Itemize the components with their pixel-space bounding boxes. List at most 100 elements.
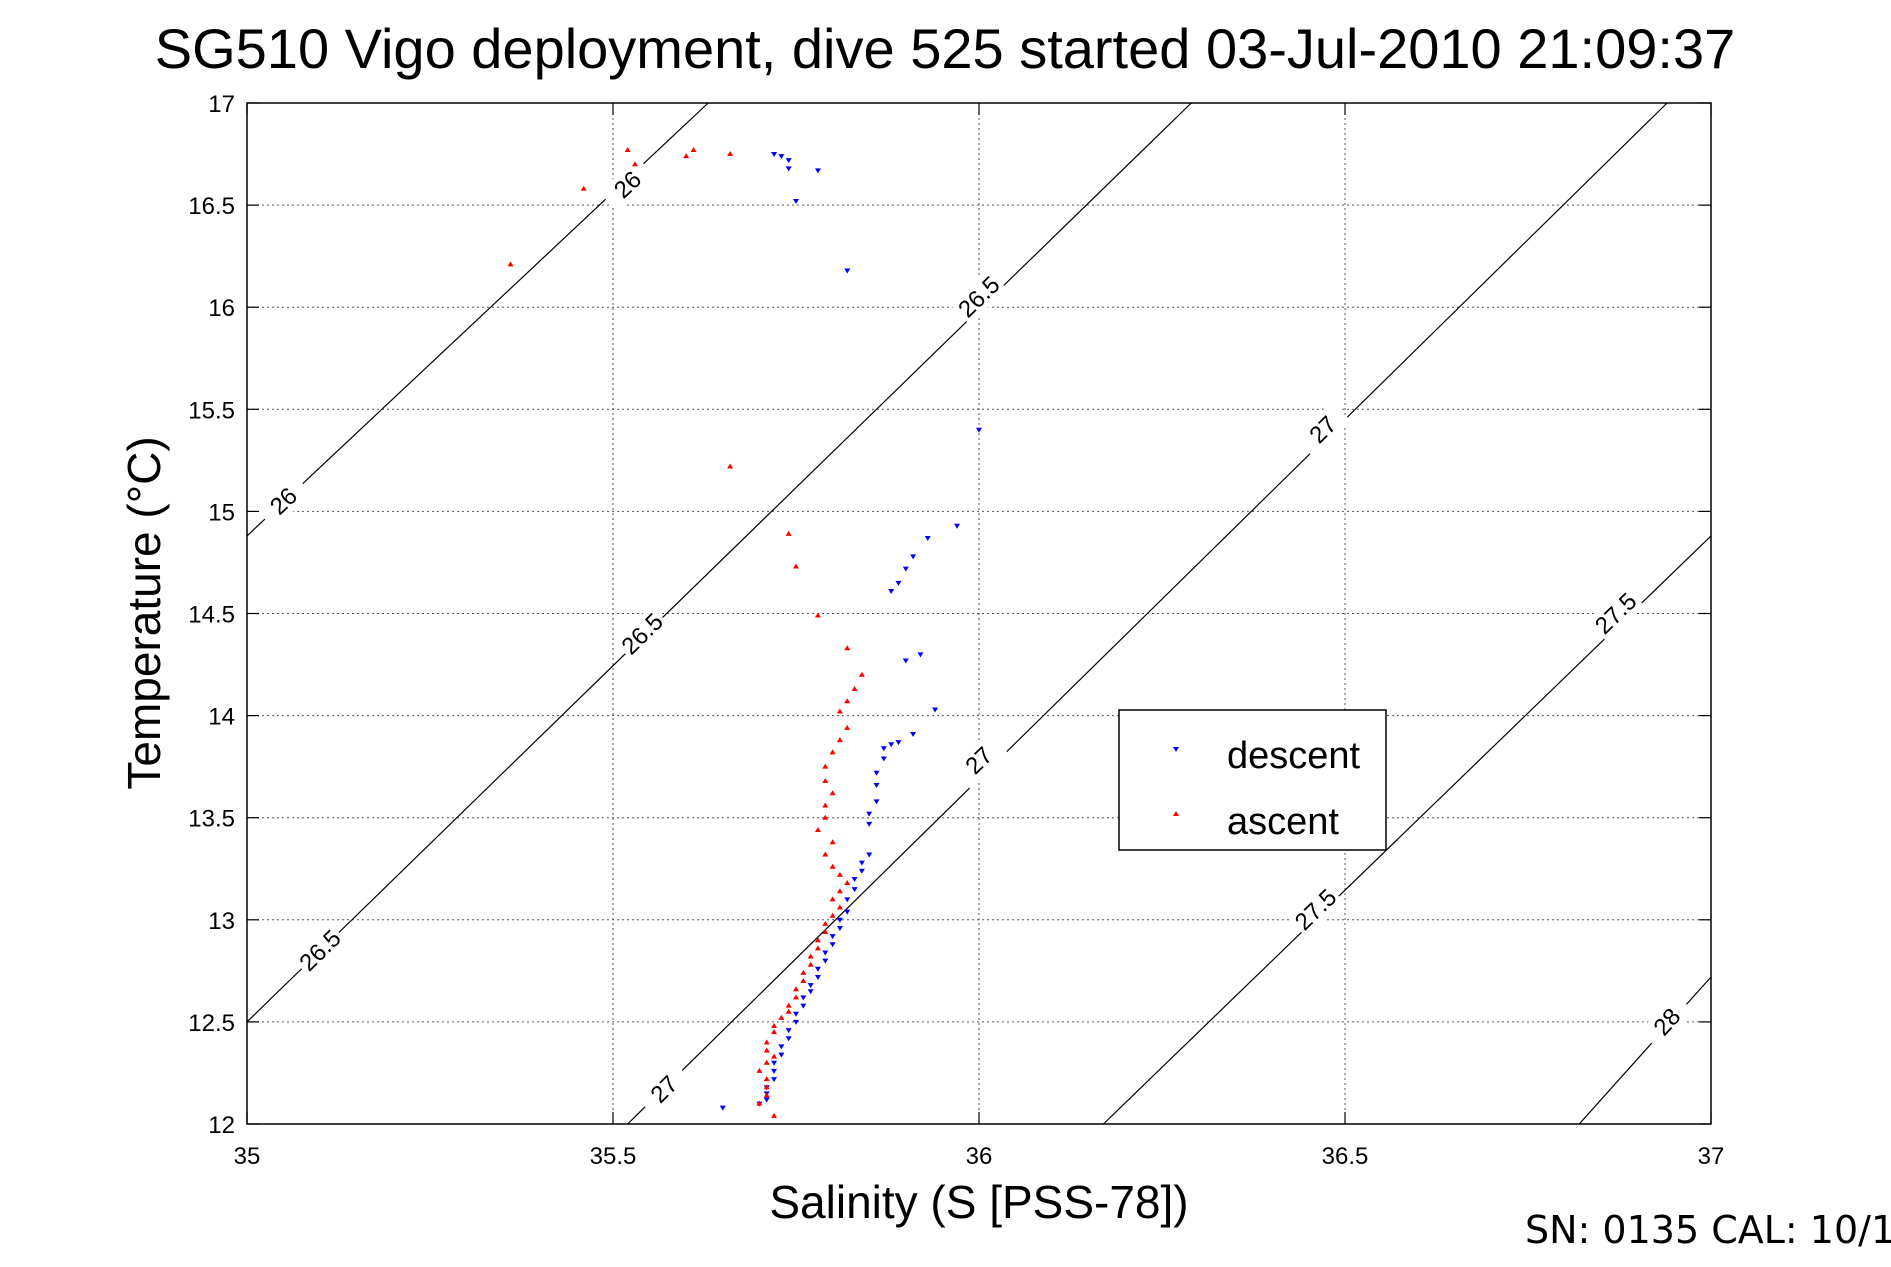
ascent-point	[793, 994, 799, 1000]
descent-point	[858, 860, 865, 866]
descent-point	[778, 154, 785, 160]
descent-point	[844, 268, 851, 274]
ascent-point	[763, 1047, 770, 1053]
legend-descent-marker	[1173, 747, 1179, 752]
descent-point	[873, 799, 880, 805]
ascent-point	[836, 871, 843, 877]
contour-label-bg	[613, 605, 671, 663]
density-contour-line	[246, 102, 1192, 1023]
ascent-point	[756, 1067, 763, 1073]
y-tick-label: 13.5	[188, 806, 235, 833]
axis-ticks: 35 35.5 36 36.5 37 12 12.5 13 13.5 14 14.5 15 15.5 16…	[188, 91, 1724, 1170]
ascent-point	[851, 686, 858, 692]
descent-point	[785, 166, 792, 172]
descent-point	[895, 580, 902, 586]
ascent-point	[800, 969, 807, 975]
descent-point	[910, 554, 917, 560]
descent-point	[814, 168, 821, 174]
legend: descent ascent	[1118, 709, 1387, 851]
ascent-point	[822, 920, 829, 926]
descent-point	[888, 742, 895, 748]
ascent-point	[507, 261, 514, 267]
contour-label-bg	[291, 922, 349, 979]
contour-label-bg	[950, 268, 1008, 326]
density-contour-line	[627, 102, 1668, 1125]
descent-point	[771, 152, 778, 158]
ascent-point	[844, 880, 851, 886]
ascent-point	[771, 1022, 778, 1028]
ascent-point	[822, 763, 829, 769]
legend-ascent-label: ascent	[1227, 801, 1339, 843]
descent-point	[858, 868, 865, 874]
descent-point	[836, 925, 843, 931]
descent-point	[866, 821, 873, 827]
x-axis-label: Salinity (S [PSS-78])	[769, 1176, 1188, 1228]
ascent-point	[785, 1002, 792, 1008]
ascent-point	[814, 945, 821, 951]
y-tick-label: 16.5	[188, 193, 235, 220]
descent-point	[932, 707, 939, 713]
ascent-point	[844, 645, 851, 651]
descent-point	[807, 989, 814, 995]
ascent-point	[829, 839, 836, 845]
descent-point	[771, 1077, 778, 1083]
descent-point	[880, 746, 887, 752]
descent-point	[822, 950, 829, 956]
descent-point	[895, 740, 902, 746]
y-tick-label: 16	[208, 295, 235, 322]
ascent-point	[763, 1076, 770, 1082]
descent-point	[954, 523, 961, 529]
descent-point	[785, 158, 792, 164]
contour-label-bg	[950, 732, 1008, 789]
ascent-point	[785, 530, 792, 536]
legend-descent-label: descent	[1227, 735, 1361, 777]
ascent-point	[807, 953, 814, 959]
descent-point	[822, 958, 829, 964]
contour-label-bg	[1287, 881, 1345, 938]
ascent-point	[727, 151, 734, 157]
y-tick-label: 15	[208, 499, 235, 526]
ascent-point	[814, 612, 821, 618]
y-tick-label: 14	[208, 704, 235, 731]
descent-point	[800, 995, 807, 1001]
ascent-point	[763, 1039, 770, 1045]
descent-point	[836, 917, 843, 923]
ascent-point	[793, 986, 799, 992]
descent-point	[902, 658, 909, 664]
ascent-point	[829, 749, 836, 755]
descent-point	[793, 199, 799, 205]
contour-label-bg	[255, 473, 313, 530]
serial-calibration-note: SN: 0135 CAL: 10/1	[1525, 1208, 1891, 1252]
descent-point	[880, 756, 887, 762]
ascent-point	[822, 802, 829, 808]
y-tick-label: 15.5	[188, 397, 235, 424]
ascent-point	[836, 888, 843, 894]
ascent-point	[844, 724, 851, 730]
x-tick-label: 37	[1698, 1143, 1725, 1170]
descent-point	[902, 566, 909, 572]
descent-point	[785, 1036, 792, 1042]
descent-point	[793, 1011, 799, 1017]
ascent-point	[690, 146, 697, 152]
ascent-point	[836, 737, 843, 743]
ascent-point	[631, 161, 638, 167]
chart-title: SG510 Vigo deployment, dive 525 started …	[155, 17, 1736, 80]
y-tick-label: 14.5	[188, 602, 235, 629]
descent-point	[719, 1105, 726, 1111]
legend-box	[1118, 709, 1387, 851]
ascent-point	[727, 463, 734, 469]
descent-point	[800, 1003, 807, 1009]
descent-point	[910, 731, 917, 737]
y-tick-label: 13	[208, 908, 235, 935]
descent-point	[917, 652, 924, 658]
ascent-point	[822, 777, 829, 783]
descent-point	[829, 934, 836, 940]
ascent-point	[829, 912, 836, 918]
data-points	[507, 146, 982, 1118]
contour-label-bg	[1639, 993, 1695, 1051]
ascent-point	[683, 153, 690, 159]
ascent-point	[836, 708, 843, 714]
ascent-point	[756, 1100, 763, 1106]
ascent-point	[844, 698, 851, 704]
